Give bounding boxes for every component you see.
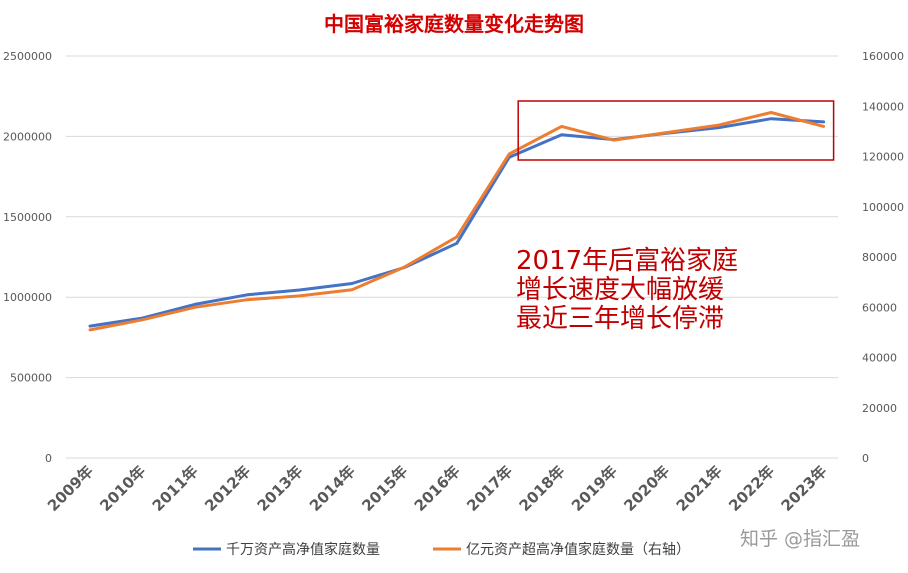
- annotation-line: 2017年后富裕家庭: [516, 246, 738, 276]
- right-tick-label: 160000: [862, 50, 904, 63]
- x-tick-label: 2022年: [725, 462, 778, 515]
- right-tick-label: 140000: [862, 100, 904, 113]
- x-tick-label: 2011年: [149, 462, 202, 515]
- right-y-axis: 0 20000 40000 60000 80000 100000 120000 140000 1…: [862, 50, 904, 465]
- data-point: [350, 288, 354, 291]
- x-tick-label: 2019年: [568, 462, 621, 515]
- data-point: [298, 288, 301, 292]
- left-tick-label: 2500000: [3, 50, 52, 63]
- data-point: [560, 125, 563, 128]
- data-point: [193, 306, 196, 309]
- right-tick-label: 60000: [862, 301, 897, 314]
- data-point: [350, 282, 354, 285]
- left-tick-label: 1500000: [3, 211, 52, 224]
- data-point: [455, 235, 458, 239]
- x-tick-label: 2018年: [516, 462, 569, 515]
- data-point: [88, 324, 92, 328]
- left-tick-label: 500000: [10, 372, 52, 385]
- x-tick-label: 2013年: [254, 462, 307, 515]
- data-point: [822, 125, 825, 128]
- right-tick-label: 80000: [862, 251, 897, 264]
- x-axis: 2009年 2010年 2011年 2012年 2013年 2014年 2015年 2016年…: [44, 462, 830, 515]
- data-point: [455, 242, 458, 245]
- data-point: [612, 139, 616, 142]
- x-tick-label: 2017年: [463, 462, 516, 515]
- data-point: [88, 328, 92, 332]
- data-point: [403, 265, 406, 269]
- legend-label: 亿元资产超高净值家庭数量（右轴）: [466, 541, 690, 558]
- x-tick-label: 2014年: [306, 462, 359, 515]
- legend: 千万资产高净值家庭数量 亿元资产超高净值家庭数量（右轴）: [193, 541, 690, 558]
- data-point: [141, 318, 144, 321]
- highlight-box: [517, 100, 835, 161]
- data-point: [717, 126, 720, 129]
- x-tick-label: 2021年: [673, 462, 726, 515]
- right-tick-label: 100000: [862, 201, 904, 214]
- data-point: [560, 133, 563, 136]
- x-tick-label: 2016年: [411, 462, 464, 515]
- right-tick-label: 20000: [862, 402, 897, 415]
- watermark: 知乎 @指汇盈: [740, 528, 860, 550]
- legend-label: 千万资产高净值家庭数量: [226, 541, 380, 558]
- annotation-line: 最近三年增长停滞: [516, 304, 724, 334]
- x-tick-label: 2020年: [620, 462, 673, 515]
- series-lines: [88, 111, 826, 332]
- data-point: [508, 152, 511, 156]
- right-tick-label: 40000: [862, 352, 897, 365]
- data-point: [665, 131, 668, 134]
- data-point: [717, 123, 720, 127]
- x-tick-label: 2023年: [778, 462, 831, 515]
- left-tick-label: 1000000: [3, 291, 52, 304]
- left-y-axis: 0 500000 1000000 1500000 2000000 2500000: [3, 50, 52, 465]
- data-point: [770, 117, 773, 120]
- data-point: [822, 120, 825, 124]
- data-point: [298, 294, 301, 298]
- x-tick-label: 2015年: [358, 462, 411, 515]
- left-tick-label: 0: [45, 452, 52, 465]
- x-tick-label: 2012年: [201, 462, 254, 515]
- x-tick-label: 2009年: [44, 462, 97, 515]
- data-point: [770, 111, 773, 114]
- x-tick-label: 2010年: [96, 462, 149, 515]
- chart-title: 中国富裕家庭数量变化走势图: [324, 12, 584, 36]
- data-point: [193, 303, 196, 306]
- annotation-line: 增长速度大幅放缓: [516, 275, 724, 305]
- gridlines: [66, 55, 838, 459]
- right-tick-label: 0: [862, 452, 869, 465]
- data-point: [246, 298, 249, 301]
- data-point: [246, 293, 249, 296]
- left-tick-label: 2000000: [3, 130, 52, 143]
- right-tick-label: 120000: [862, 151, 904, 164]
